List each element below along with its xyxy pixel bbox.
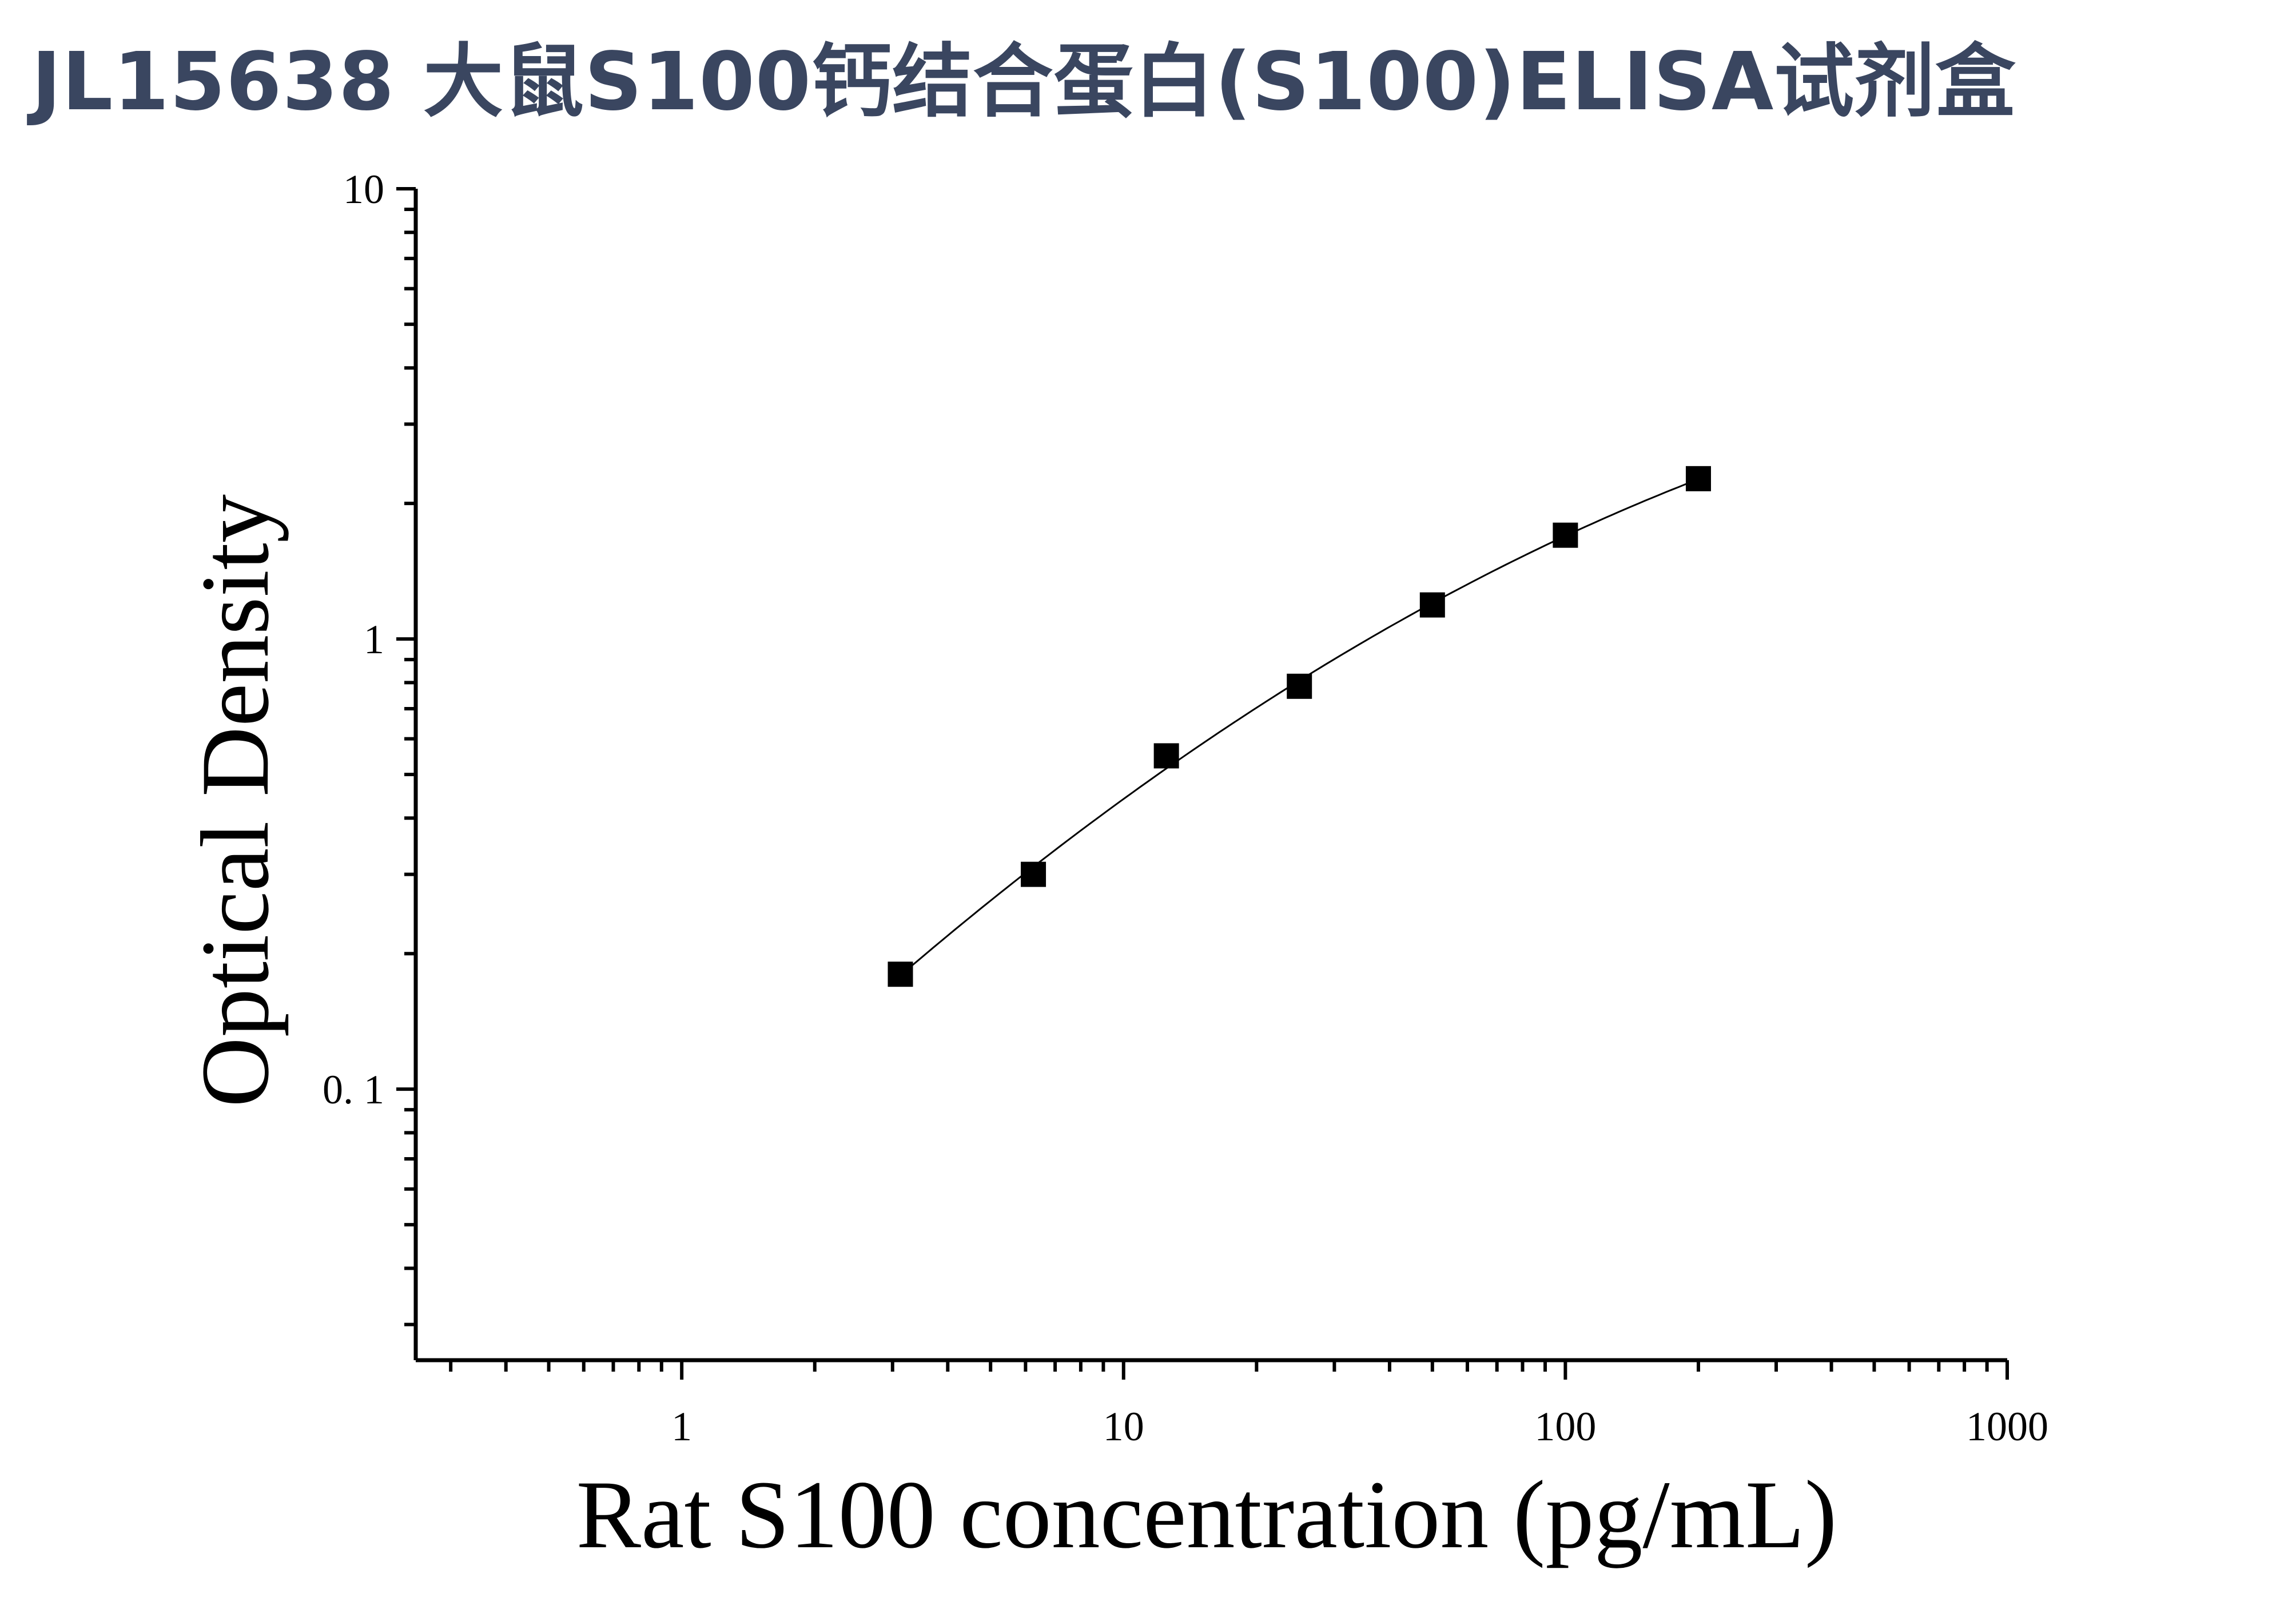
- data-point: [1553, 522, 1578, 548]
- y-tick-label: 1: [364, 617, 384, 662]
- axes: 1 10 100 1000 0. 1 1 10: [323, 166, 2048, 1449]
- data-point: [1419, 592, 1445, 618]
- data-point: [888, 962, 913, 987]
- data-points: [888, 466, 1711, 987]
- data-point: [1153, 743, 1179, 769]
- x-tick-label: 100: [1534, 1404, 1596, 1449]
- data-point: [1685, 466, 1711, 491]
- data-point: [1287, 673, 1312, 699]
- page-title: JL15638 大鼠S100钙结合蛋白(S100)ELISA试剂盒: [31, 35, 2016, 129]
- fit-curve: [900, 478, 1699, 976]
- data-point: [1021, 861, 1046, 887]
- y-tick-label: 10: [343, 166, 384, 212]
- x-tick-label: 1: [671, 1404, 692, 1449]
- x-axis-label: Rat S100 concentration (pg/mL): [576, 1461, 1837, 1568]
- x-tick-label: 10: [1103, 1404, 1144, 1449]
- y-tick-label: 0. 1: [323, 1067, 384, 1113]
- x-tick-label: 1000: [1966, 1404, 2048, 1449]
- y-axis-label: Optical Density: [181, 494, 289, 1107]
- fit-curve-layer: [900, 478, 1699, 976]
